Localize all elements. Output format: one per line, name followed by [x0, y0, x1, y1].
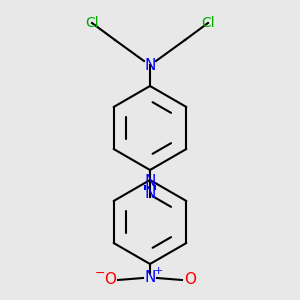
Text: Cl: Cl — [201, 16, 215, 30]
Text: −: − — [95, 266, 105, 280]
Text: Cl: Cl — [85, 16, 99, 30]
Text: N: N — [144, 175, 156, 190]
Text: O: O — [184, 272, 196, 287]
Text: N: N — [144, 185, 156, 200]
Text: O: O — [104, 272, 116, 287]
Text: +: + — [153, 266, 163, 276]
Text: N: N — [144, 271, 156, 286]
Text: N: N — [144, 58, 156, 73]
